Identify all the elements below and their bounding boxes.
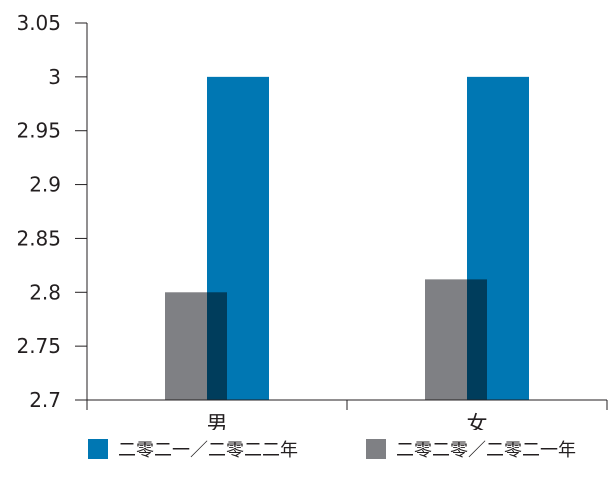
y-tick-label: 3.05 — [16, 11, 61, 35]
bars — [165, 76, 529, 400]
y-tick-label: 3 — [48, 65, 61, 89]
y-tick-label: 2.7 — [29, 388, 61, 412]
legend-swatch-series-1 — [88, 439, 108, 459]
x-category-label: 女 — [467, 412, 488, 430]
y-tick-label: 2.8 — [29, 280, 61, 304]
y-tick-label: 2.85 — [16, 226, 61, 250]
legend-label-series-2: 二零二零／二零二一年 — [396, 440, 576, 461]
legend-item-series-1: 二零二一／二零二二年 — [88, 436, 298, 462]
y-axis: 2.7 2.75 2.8 2.85 2.9 2.95 3 3.05 — [16, 11, 88, 412]
legend-item-series-2: 二零二零／二零二一年 — [366, 436, 576, 462]
legend-label-series-1: 二零二一／二零二二年 — [118, 440, 298, 461]
bar-overlap-1 — [207, 292, 227, 400]
x-category-label: 男 — [207, 412, 228, 430]
bar-chart: 2.72.752.82.852.92.9533.05 男女 — [16, 11, 608, 430]
y-tick-label: 2.75 — [16, 334, 61, 358]
legend: 二零二一／二零二二年 二零二零／二零二一年 — [0, 436, 611, 466]
x-axis: 男女 — [86, 399, 608, 430]
bar-overlap-2 — [467, 279, 487, 400]
y-tick-label: 2.95 — [16, 119, 61, 143]
legend-swatch-series-2 — [366, 439, 386, 459]
y-tick-label: 2.9 — [29, 173, 61, 197]
